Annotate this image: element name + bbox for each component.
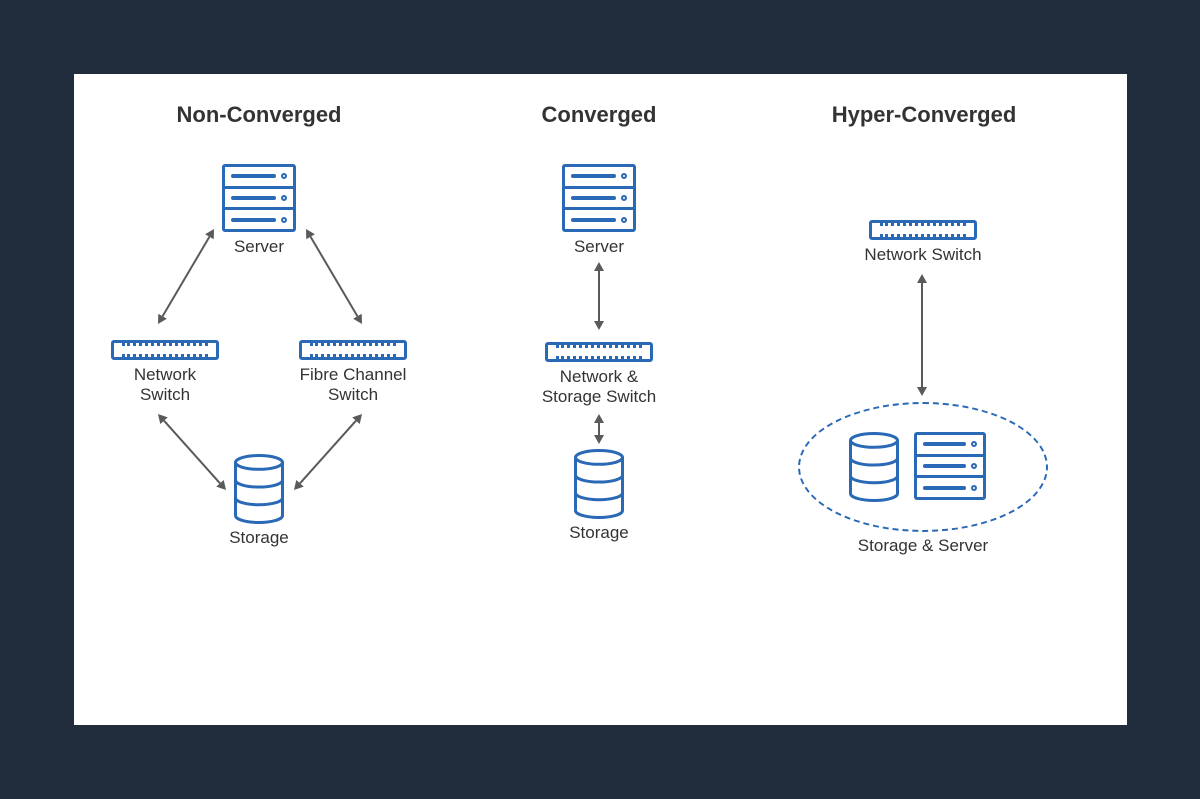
storage-label: Storage bbox=[154, 528, 364, 548]
column-title-converged: Converged bbox=[444, 102, 754, 128]
network-switch-label: NetworkSwitch bbox=[74, 365, 256, 406]
server-row bbox=[565, 210, 633, 229]
arrows-hyper-converged bbox=[754, 74, 1094, 725]
network-switch-icon bbox=[111, 340, 219, 360]
server-label: Server bbox=[494, 237, 704, 257]
column-converged: Converged Server Network &Storage Switch… bbox=[444, 74, 754, 725]
column-non-converged: Non-Converged Server NetworkSwitch Fibre… bbox=[74, 74, 444, 725]
server-row bbox=[917, 435, 983, 457]
server-row bbox=[917, 457, 983, 479]
fibre-channel-switch-label: Fibre ChannelSwitch bbox=[262, 365, 444, 406]
fibre-channel-switch-icon bbox=[299, 340, 407, 360]
storage-icon bbox=[234, 454, 284, 524]
server-row bbox=[225, 167, 293, 189]
storage-icon bbox=[849, 432, 899, 502]
network-switch-label: Network Switch bbox=[814, 245, 1032, 265]
server-row bbox=[565, 167, 633, 189]
server-row bbox=[565, 189, 633, 211]
network-storage-switch-label: Network &Storage Switch bbox=[494, 367, 704, 408]
column-title-hyper-converged: Hyper-Converged bbox=[754, 102, 1094, 128]
diagram-card: Non-Converged Server NetworkSwitch Fibre… bbox=[74, 74, 1127, 725]
server-icon bbox=[562, 164, 636, 232]
storage-server-label: Storage & Server bbox=[814, 536, 1032, 556]
column-hyper-converged: Hyper-Converged Network Switch Storage &… bbox=[754, 74, 1094, 725]
server-row bbox=[225, 189, 293, 211]
column-title-non-converged: Non-Converged bbox=[74, 102, 444, 128]
server-label: Server bbox=[154, 237, 364, 257]
network-switch-icon bbox=[869, 220, 977, 240]
server-row bbox=[225, 210, 293, 229]
page-background: Non-Converged Server NetworkSwitch Fibre… bbox=[0, 0, 1200, 799]
storage-icon bbox=[574, 449, 624, 519]
server-icon bbox=[222, 164, 296, 232]
network-storage-switch-icon bbox=[545, 342, 653, 362]
server-row bbox=[917, 478, 983, 497]
storage-label: Storage bbox=[494, 523, 704, 543]
server-icon bbox=[914, 432, 986, 500]
